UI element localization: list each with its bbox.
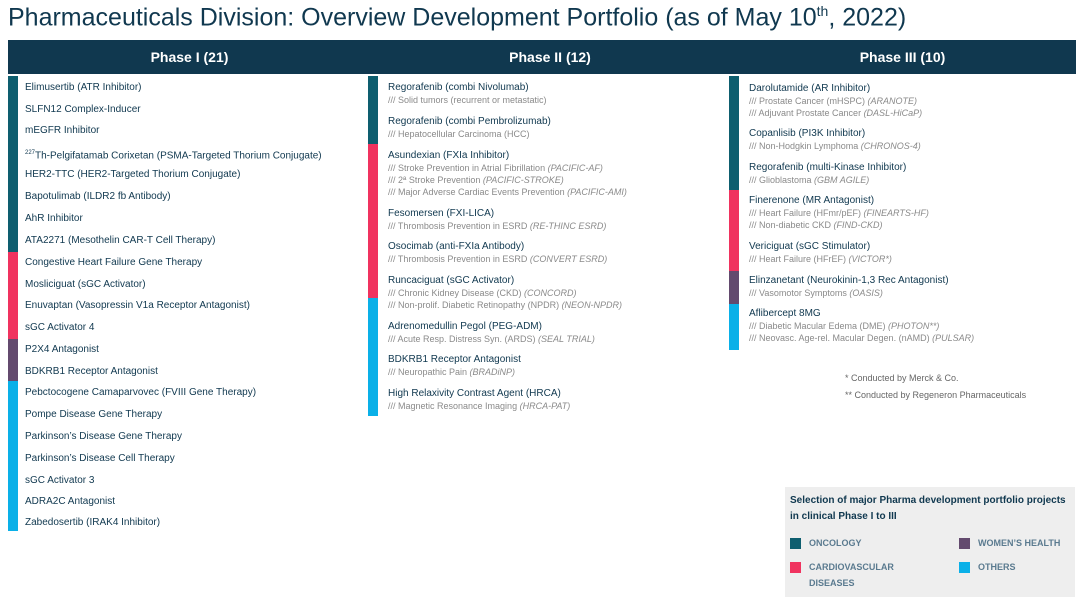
phase-1-item: Pompe Disease Gene Therapy (25, 409, 163, 420)
phase-2-label: Phase II (12) (509, 49, 591, 65)
phase-2-item: Fesomersen (FXI-LICA) /// Thrombosis Pre… (388, 208, 607, 231)
legend-title: Selection of major Pharma development po… (790, 495, 1066, 522)
phase-3-header: Phase III (10) (729, 40, 1076, 74)
womens-health-bar (729, 271, 739, 304)
phase-1-item: sGC Activator 3 (25, 475, 95, 486)
cardiovascular-bar (729, 190, 739, 271)
phase-2-item: Asundexian (FXIa Inhibitor) /// Stroke P… (388, 150, 627, 197)
legend-womens-health: WOMEN’S HEALTH (959, 537, 1060, 551)
phase-3-item: Regorafenib (multi-Kinase Inhibitor) ///… (749, 162, 907, 185)
phase-1-item: Parkinson’s Disease Cell Therapy (25, 453, 175, 464)
phase-2-item: High Relaxivity Contrast Agent (HRCA) //… (388, 388, 571, 411)
womens-health-swatch (959, 538, 970, 549)
legend: Selection of major Pharma development po… (785, 487, 1075, 597)
cardiovascular-bar (8, 252, 18, 339)
oncology-bar (8, 76, 18, 252)
phase-1-item: Elimusertib (ATR Inhibitor) (25, 82, 142, 93)
phase-1-item: ADRA2C Antagonist (25, 496, 116, 507)
phase-1-item: Congestive Heart Failure Gene Therapy (25, 257, 203, 268)
cardiovascular-swatch (790, 562, 801, 573)
others-swatch (959, 562, 970, 573)
phase-1-item: Pebctocogene Camaparvovec (FVIII Gene Th… (25, 387, 257, 398)
phase-1-item: BDKRB1 Receptor Antagonist (25, 366, 158, 377)
phase-1-item: HER2-TTC (HER2-Targeted Thorium Conjugat… (25, 169, 241, 180)
phase-1-item: Bapotulimab (ILDR2 fb Antibody) (25, 191, 171, 202)
phase-1-item: Enuvaptan (Vasopressin V1a Receptor Anta… (25, 300, 250, 311)
phase-1-label: Phase I (21) (150, 49, 229, 65)
phase-2-header: Phase II (12) (370, 40, 730, 74)
others-bar (8, 381, 18, 531)
phase-3-item: Finerenone (MR Antagonist) /// Heart Fai… (749, 195, 929, 230)
others-bar (368, 298, 378, 416)
oncology-bar (368, 76, 378, 144)
footnote: ** Conducted by Regeneron Pharmaceutical… (845, 390, 1027, 400)
phase-1-item: Parkinson’s Disease Gene Therapy (25, 431, 182, 442)
phase-3-item: Darolutamide (AR Inhibitor) /// Prostate… (749, 83, 923, 118)
oncology-swatch (790, 538, 801, 549)
phase-1-item: SLFN12 Complex-Inducer (25, 104, 141, 115)
phase-3-item: Copanlisib (PI3K Inhibitor) /// Non-Hodg… (749, 128, 921, 151)
phase-3-item: Aflibercept 8MG /// Diabetic Macular Ede… (749, 308, 975, 343)
phase-1-item: AhR Inhibitor (25, 213, 83, 224)
phase-1-item: Zabedosertib (IRAK4 Inhibitor) (25, 517, 161, 528)
others-bar (729, 304, 739, 350)
phase-1-item: P2X4 Antagonist (25, 344, 99, 355)
legend-others: OTHERS (959, 561, 1016, 575)
phase-3-item: Vericiguat (sGC Stimulator) /// Heart Fa… (749, 241, 892, 264)
footnote: * Conducted by Merck & Co. (845, 373, 959, 383)
phase-2-item: BDKRB1 Receptor Antagonist /// Neuropath… (388, 354, 521, 377)
phase-1-item: 227Th-Pelgifatamab Corixetan (PSMA-Targe… (25, 150, 322, 162)
phase-2-item: Regorafenib (combi Pembrolizumab) /// He… (388, 116, 551, 139)
phase-2-item: Regorafenib (combi Nivolumab) /// Solid … (388, 82, 547, 105)
phase-2-item: Adrenomedullin Pegol (PEG-ADM) /// Acute… (388, 321, 595, 344)
phase-1-item: mEGFR Inhibitor (25, 125, 100, 136)
oncology-bar (729, 76, 739, 190)
womens-health-bar (8, 339, 18, 381)
phase-3-label: Phase III (10) (859, 49, 946, 65)
phase-3-item: Elinzanetant (Neurokinin-1,3 Rec Antagon… (749, 275, 949, 298)
phase-2-item: Runcaciguat (sGC Activator) /// Chronic … (388, 275, 623, 310)
legend-oncology: ONCOLOGY (790, 537, 862, 551)
legend-cardiovascular: CARDIOVASCULAR DISEASES (790, 561, 894, 591)
phase-1-item: ATA2271 (Mesothelin CAR-T Cell Therapy) (25, 235, 216, 246)
phase-1-item: sGC Activator 4 (25, 322, 95, 333)
phase-1-header: Phase I (21) (8, 40, 371, 74)
phase-2-item: Osocimab (anti-FXIa Antibody) /// Thromb… (388, 241, 608, 264)
phase-1-item: Mosliciguat (sGC Activator) (25, 279, 146, 290)
page-title: Pharmaceuticals Division: Overview Devel… (8, 3, 907, 32)
cardiovascular-bar (368, 144, 378, 298)
